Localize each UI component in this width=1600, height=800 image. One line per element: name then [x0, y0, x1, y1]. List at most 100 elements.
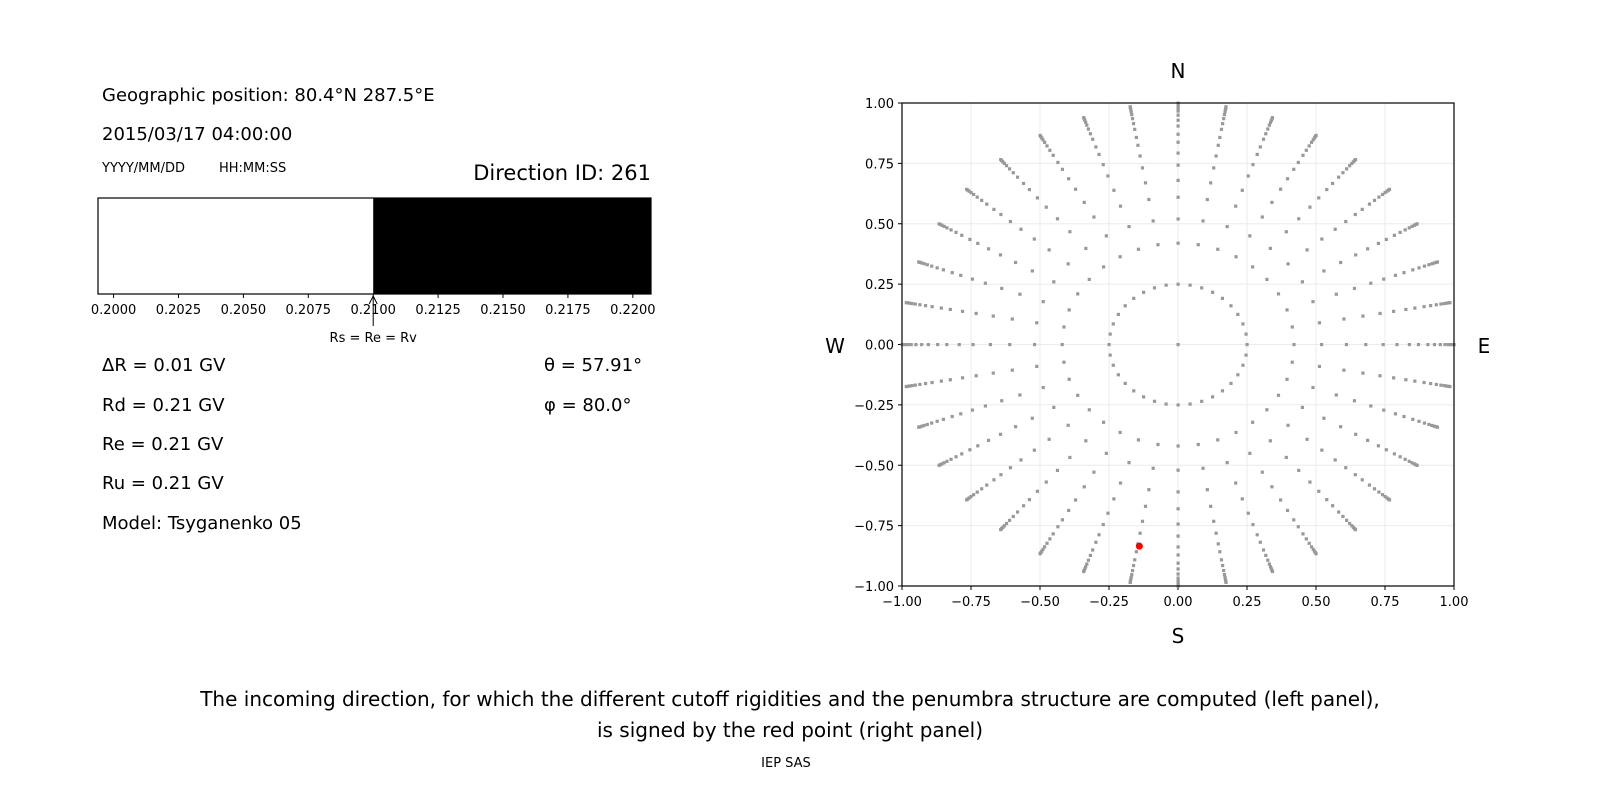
grid-point [992, 207, 996, 211]
grid-point [1432, 261, 1436, 265]
grid-point [959, 412, 963, 416]
grid-point [1337, 510, 1341, 514]
grid-point [1047, 248, 1051, 252]
grid-point [1123, 304, 1127, 308]
grid-point [945, 226, 949, 230]
grid-point [1229, 304, 1233, 308]
grid-point [949, 228, 953, 232]
grid-point [1248, 451, 1252, 455]
grid-point [1082, 116, 1086, 120]
grid-point [1086, 127, 1091, 131]
grid-point [1067, 377, 1071, 381]
grid-point [1112, 188, 1116, 192]
grid-point [1354, 432, 1358, 436]
grid-point [1348, 164, 1352, 168]
grid-point [950, 414, 954, 419]
grid-point [991, 371, 995, 375]
grid-point [1138, 531, 1142, 535]
grid-point [1251, 420, 1255, 424]
grid-point [930, 305, 934, 309]
grid-point [1076, 292, 1080, 296]
annotation-arrowhead [368, 294, 378, 305]
grid-point [980, 198, 984, 202]
grid-point [1334, 292, 1338, 296]
grid-point [1255, 533, 1259, 537]
grid-point [907, 301, 912, 305]
grid-point [1445, 301, 1449, 305]
grid-point [1164, 402, 1168, 406]
grid-point [976, 444, 980, 448]
grid-point [1339, 260, 1343, 265]
grid-point [1104, 234, 1108, 238]
grid-point [1131, 122, 1136, 126]
grid-point [1156, 243, 1160, 247]
grid-point [988, 343, 993, 347]
grid-point [1276, 393, 1281, 397]
grid-point [1038, 133, 1042, 138]
grid-point [1430, 262, 1434, 266]
grid-point [960, 376, 965, 380]
grid-point [954, 230, 958, 235]
grid-point [1279, 187, 1283, 191]
grid-point [1140, 519, 1145, 523]
grid-point [1041, 385, 1045, 390]
grid-point [1136, 247, 1141, 251]
caption-line-2: is signed by the red point (right panel) [596, 718, 984, 742]
grid-point [1241, 363, 1245, 367]
grid-point [1285, 177, 1290, 181]
grid-point [1066, 423, 1070, 427]
grid-point [985, 202, 989, 206]
grid-point [972, 493, 976, 497]
grid-point [903, 343, 908, 347]
grid-point [1101, 163, 1105, 167]
grid-point [941, 268, 945, 272]
grid-point [1000, 286, 1004, 291]
grid-point [1041, 547, 1045, 551]
grid-point [1392, 376, 1396, 380]
grid-point [1133, 558, 1137, 562]
penumbra-segment-0 [98, 198, 374, 294]
grid-point [1176, 444, 1180, 448]
grid-point [1188, 283, 1192, 287]
grid-point [1222, 572, 1227, 577]
phi-value: φ = 80.0° [544, 395, 632, 416]
grid-point [1133, 127, 1137, 131]
grid-point [1415, 222, 1419, 226]
grid-point [923, 381, 928, 386]
grid-point [1038, 552, 1042, 556]
grid-point [1333, 227, 1337, 231]
grid-point [1147, 197, 1151, 202]
grid-point [1082, 485, 1086, 489]
grid-point [1134, 550, 1138, 554]
grid-point [1216, 247, 1220, 251]
grid-point [1176, 522, 1180, 526]
grid-point [1261, 548, 1266, 552]
bar-x-tick-label: 0.2050 [221, 303, 267, 318]
grid-point [917, 425, 921, 429]
grid-point [1234, 204, 1238, 208]
grid-point [1067, 508, 1071, 513]
grid-point [1044, 480, 1048, 484]
grid-point [1411, 268, 1415, 272]
grid-point [1352, 286, 1357, 291]
grid-point [1097, 533, 1101, 537]
grid-point [1320, 448, 1324, 452]
grid-point [1366, 247, 1370, 251]
grid-point [1398, 455, 1402, 459]
grid-point [1201, 219, 1205, 223]
grid-point [1073, 498, 1078, 502]
grid-point [1222, 117, 1226, 121]
grid-point [1383, 191, 1387, 195]
ru-value: Ru = 0.21 GV [102, 473, 224, 494]
grid-point [1176, 507, 1180, 511]
grid-point [1369, 281, 1373, 285]
grid-point [1224, 580, 1228, 585]
grid-point [1446, 343, 1450, 347]
grid-point [1087, 277, 1091, 282]
grid-point [1030, 416, 1034, 420]
grid-point [1176, 113, 1180, 117]
bar-x-tick-label: 0.2000 [91, 303, 137, 318]
grid-point [1132, 296, 1136, 300]
grid-point [1045, 541, 1049, 545]
grid-point [1380, 493, 1385, 497]
